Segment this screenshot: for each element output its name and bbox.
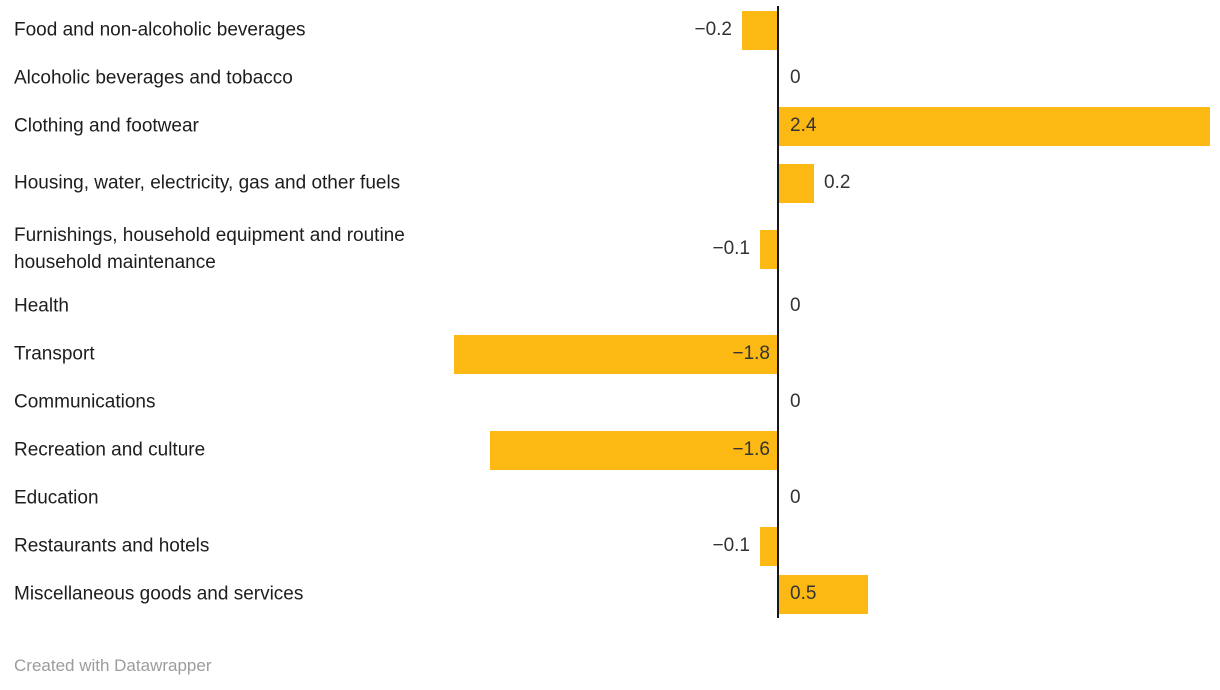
- category-label: Restaurants and hotels: [14, 535, 210, 557]
- value-label: 0: [790, 487, 801, 508]
- value-label: 0: [790, 391, 801, 412]
- datawrapper-credit-link[interactable]: Created with Datawrapper: [14, 656, 212, 675]
- bar: [778, 574, 868, 614]
- category-label: Transport: [14, 343, 95, 365]
- value-label: −0.2: [694, 19, 732, 40]
- category-label: Recreation and culture: [14, 439, 206, 461]
- bar: [778, 163, 814, 203]
- value-label: 0.5: [790, 583, 817, 604]
- chart-row: Food and non-alcoholic beverages −0.2: [0, 6, 1220, 54]
- bar: [490, 430, 778, 470]
- value-label: −1.6: [732, 439, 770, 460]
- bar: [760, 229, 778, 269]
- value-label: 0: [790, 67, 801, 88]
- chart-row: Health 0: [0, 282, 1220, 330]
- category-label: Education: [14, 487, 99, 509]
- bar: [742, 10, 778, 50]
- category-label: Food and non-alcoholic beverages: [14, 19, 306, 41]
- chart-row: Miscellaneous goods and services 0.5: [0, 570, 1220, 618]
- value-label: −0.1: [712, 535, 750, 556]
- bar-chart: Food and non-alcoholic beverages −0.2 Alco…: [0, 6, 1220, 618]
- chart-row: Housing, water, electricity, gas and oth…: [0, 150, 1220, 216]
- value-label: −0.1: [712, 238, 750, 259]
- category-label: Communications: [14, 391, 156, 413]
- chart-row: Clothing and footwear 2.4: [0, 102, 1220, 150]
- bar: [760, 526, 778, 566]
- category-label: Health: [14, 295, 69, 317]
- value-label: 0.2: [824, 172, 851, 193]
- chart-row: Recreation and culture −1.6: [0, 426, 1220, 474]
- category-label: Clothing and footwear: [14, 115, 199, 137]
- chart-footer: Created with Datawrapper: [14, 656, 211, 676]
- category-label: Miscellaneous goods and services: [14, 583, 304, 605]
- category-label: Housing, water, electricity, gas and oth…: [14, 172, 401, 194]
- chart-row: Transport −1.8: [0, 330, 1220, 378]
- bar: [778, 106, 1210, 146]
- category-label: Furnishings, household equipment and rou…: [14, 225, 405, 273]
- zero-axis-line: [777, 6, 779, 618]
- value-label: −1.8: [732, 343, 770, 364]
- value-label: 0: [790, 295, 801, 316]
- chart-row: Restaurants and hotels −0.1: [0, 522, 1220, 570]
- chart-row: Education 0: [0, 474, 1220, 522]
- chart-row: Furnishings, household equipment and rou…: [0, 216, 1220, 282]
- value-label: 2.4: [790, 115, 817, 136]
- chart-row: Alcoholic beverages and tobacco 0: [0, 54, 1220, 102]
- category-label: Alcoholic beverages and tobacco: [14, 67, 293, 89]
- chart-rows: Food and non-alcoholic beverages −0.2 Alco…: [0, 6, 1220, 618]
- bar: [454, 334, 778, 374]
- chart-row: Communications 0: [0, 378, 1220, 426]
